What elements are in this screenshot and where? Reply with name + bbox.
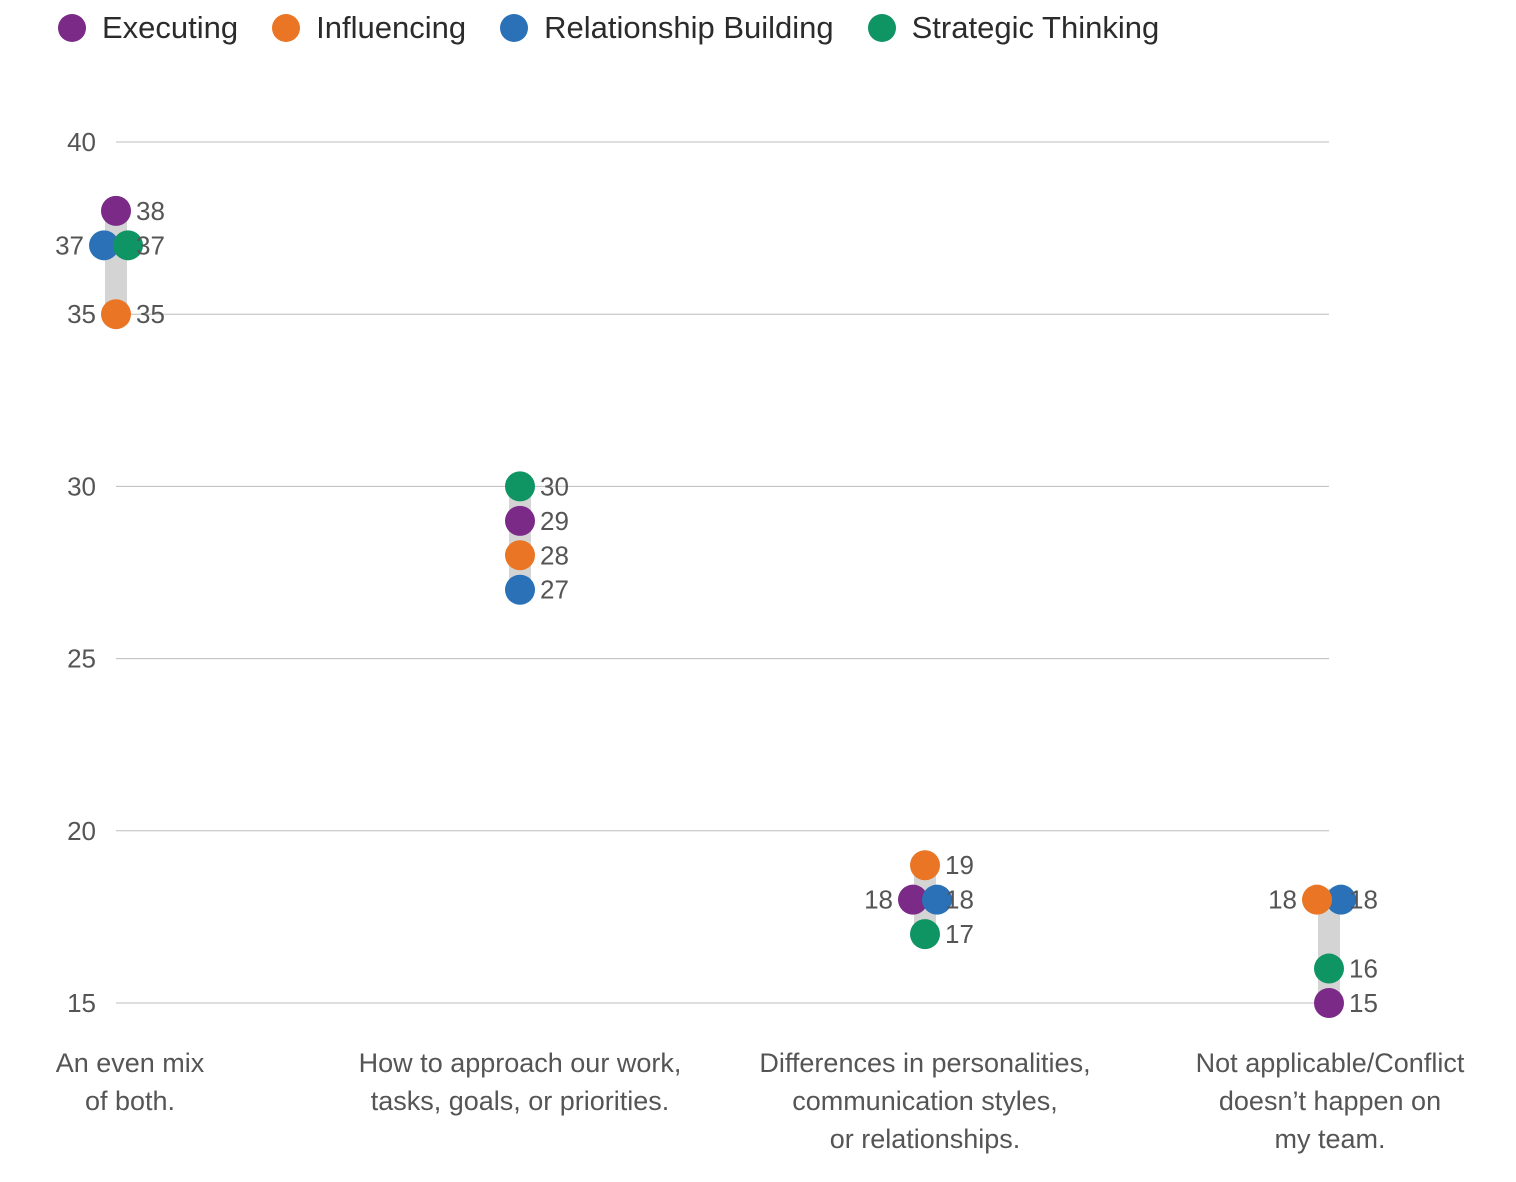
legend-item-executing: Executing: [58, 10, 238, 46]
y-tick-label: 15: [67, 988, 96, 1018]
data-label: 19: [945, 850, 974, 880]
y-tick-label: 40: [67, 127, 96, 157]
data-label: 37: [55, 230, 84, 260]
data-label: 28: [540, 540, 569, 570]
data-point-influencing: [505, 540, 535, 571]
legend-label: Influencing: [316, 10, 467, 45]
data-point-executing: [101, 195, 131, 226]
category-label: How to approach our work, tasks, goals, o…: [359, 1048, 682, 1116]
legend-swatch: [58, 14, 86, 42]
data-point-strategic-thinking: [505, 471, 535, 502]
data-label: 18: [864, 885, 893, 915]
data-point-executing: [898, 884, 928, 915]
legend-item-influencing: Influencing: [272, 10, 466, 46]
category-label: An even mix of both.: [56, 1048, 205, 1116]
legend-label: Executing: [102, 10, 239, 45]
data-point-relationship-building: [89, 230, 119, 261]
data-label: 15: [1349, 988, 1378, 1018]
data-point-executing: [505, 505, 535, 536]
data-point-influencing: [101, 299, 131, 330]
data-point-strategic-thinking: [113, 230, 143, 261]
legend-label: Strategic Thinking: [911, 10, 1160, 45]
data-label: 37: [136, 230, 165, 260]
data-label: 18: [1349, 885, 1378, 915]
legend: Executing Influencing Relationship Buildin…: [58, 6, 1193, 50]
data-point-strategic-thinking: [910, 919, 940, 950]
data-point-relationship-building: [505, 574, 535, 605]
data-point-relationship-building: [1326, 884, 1356, 915]
y-tick-label: 30: [67, 471, 96, 501]
data-label: 35: [136, 299, 165, 329]
data-point-strategic-thinking: [1314, 953, 1344, 984]
category-label: Differences in personalities, communicati…: [759, 1048, 1090, 1154]
data-label: 16: [1349, 954, 1378, 984]
legend-label: Relationship Building: [544, 10, 834, 45]
data-point-influencing: [1302, 884, 1332, 915]
data-point-relationship-building: [922, 884, 952, 915]
legend-item-relationship-building: Relationship Building: [500, 10, 834, 46]
data-label: 38: [136, 196, 165, 226]
data-point-influencing: [910, 850, 940, 881]
data-point-executing: [1314, 988, 1344, 1018]
legend-swatch: [867, 14, 896, 42]
y-tick-label: 25: [67, 644, 96, 674]
legend-item-strategic-thinking: Strategic Thinking: [867, 10, 1160, 46]
legend-swatch: [272, 14, 301, 42]
y-tick-label: 35: [67, 299, 96, 329]
data-label: 18: [1268, 885, 1297, 915]
category-label: Not applicable/Conflict doesn’t happen on…: [1196, 1048, 1465, 1154]
y-tick-label: 20: [67, 816, 96, 846]
data-label: 18: [945, 885, 974, 915]
legend-swatch: [500, 14, 529, 42]
data-label: 29: [540, 506, 569, 536]
data-label: 27: [540, 575, 569, 605]
data-label: 17: [945, 919, 974, 949]
data-label: 30: [540, 471, 569, 501]
